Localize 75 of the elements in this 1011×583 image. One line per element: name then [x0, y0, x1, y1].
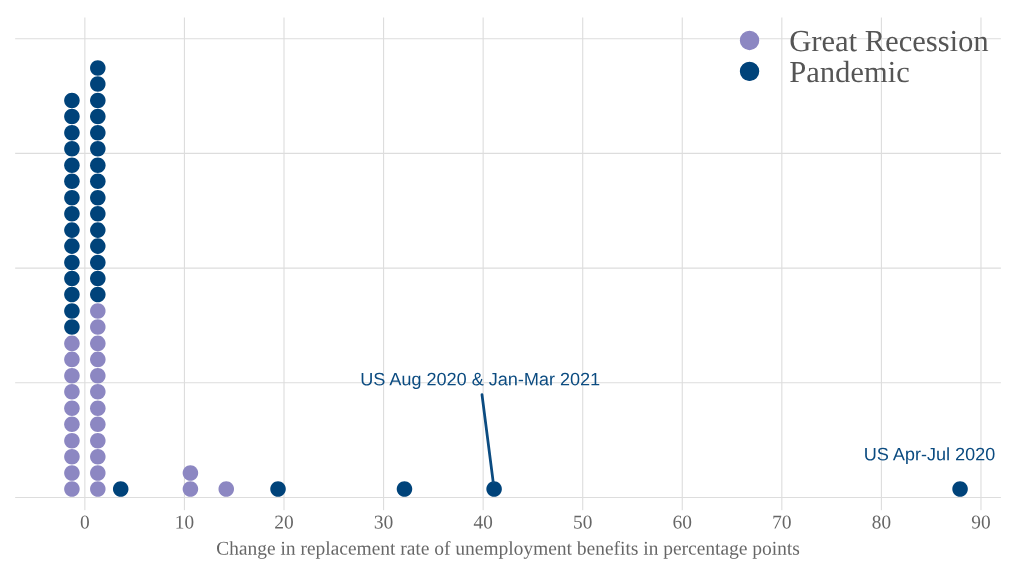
point: [64, 335, 80, 352]
point: [64, 416, 80, 432]
point: [64, 173, 80, 190]
annotation: US Aug 2020 & Jan-Mar 2021: [361, 372, 600, 390]
point: [182, 481, 199, 497]
point: [64, 238, 80, 254]
point: [64, 141, 80, 157]
x-tick-label: 20: [275, 515, 293, 529]
x-tick-label: 50: [574, 515, 592, 529]
annotation: US Apr-Jul 2020: [865, 447, 995, 465]
point: [64, 108, 80, 125]
point: [90, 189, 106, 206]
point: [90, 173, 106, 190]
point: [90, 254, 106, 271]
point: [64, 465, 80, 481]
point: [90, 76, 106, 92]
point: [270, 481, 286, 497]
legend-label: Pandemic: [790, 60, 909, 83]
point: [64, 351, 80, 368]
point: [90, 384, 106, 400]
point: [64, 319, 80, 335]
point: [90, 368, 106, 384]
point: [952, 481, 968, 497]
point: [90, 92, 106, 109]
point: [112, 481, 129, 497]
point: [64, 384, 80, 400]
point: [218, 481, 235, 497]
point: [64, 448, 80, 465]
point: [90, 222, 106, 238]
point: [90, 270, 106, 287]
point: [90, 286, 106, 303]
point: [64, 254, 80, 271]
point: [64, 92, 80, 109]
point: [90, 303, 106, 319]
point: [90, 400, 106, 416]
point: [90, 108, 106, 125]
point: [396, 481, 413, 497]
point: [64, 368, 80, 384]
point: [64, 222, 80, 238]
point: [64, 189, 80, 206]
x-tick-label: 0: [80, 515, 89, 529]
point: [90, 432, 106, 449]
point: [64, 400, 80, 416]
point: [182, 465, 199, 481]
x-tick-label: 70: [773, 515, 791, 529]
point: [64, 205, 80, 222]
point: [90, 60, 106, 76]
point: [90, 125, 106, 141]
point: [64, 125, 80, 141]
point: [90, 448, 106, 465]
point: [90, 238, 106, 254]
legend-label: Great Recession: [790, 30, 989, 52]
point: [486, 481, 502, 497]
point: [64, 270, 80, 287]
point: [90, 416, 106, 432]
point: [90, 481, 106, 497]
x-axis-title: Change in replacement rate of unemployment benefits in percentage points: [216, 540, 800, 559]
x-tick-label: 90: [971, 515, 990, 529]
point: [64, 432, 80, 449]
point: [90, 141, 106, 157]
point: [64, 286, 80, 303]
point: [90, 157, 106, 174]
point: [64, 481, 80, 497]
point: [64, 303, 80, 319]
x-tick-label: 80: [872, 515, 891, 529]
point: [90, 319, 106, 335]
point: [90, 465, 106, 481]
point: [90, 205, 106, 222]
x-tick-label: 60: [673, 515, 692, 529]
x-tick-label: 30: [374, 515, 393, 529]
point: [90, 335, 106, 352]
point: [90, 351, 106, 368]
x-tick-label: 10: [176, 515, 194, 529]
x-tick-label: 40: [473, 515, 493, 529]
point: [64, 157, 80, 174]
